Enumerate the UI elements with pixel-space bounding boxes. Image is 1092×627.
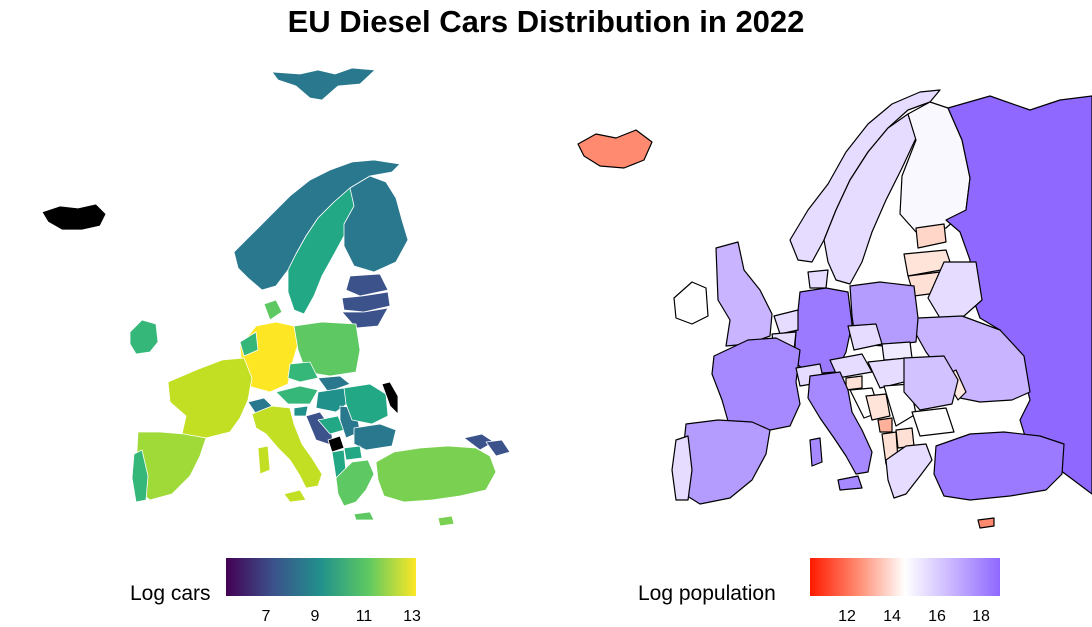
legend-tick-population: 12	[838, 608, 856, 625]
sardinia-pop	[809, 437, 823, 467]
greece	[335, 459, 375, 507]
italy-pop	[807, 371, 873, 475]
croatia	[305, 411, 335, 447]
portugal-pop	[671, 435, 693, 501]
estonia-pop	[915, 223, 947, 249]
italy	[251, 405, 323, 489]
cyprus	[437, 515, 455, 527]
legend-tick-cars: 11	[355, 608, 373, 625]
cyprus-pop	[977, 517, 995, 529]
romania	[343, 383, 389, 425]
north-macedonia	[343, 445, 363, 461]
portugal	[131, 449, 149, 503]
legend-title-cars: Log cars	[130, 582, 211, 605]
legend-tick-population: 14	[883, 608, 901, 625]
ireland-pop	[673, 281, 709, 325]
legend-title-population: Log population	[638, 582, 776, 605]
azerbaijan	[485, 439, 511, 457]
czechia-pop	[847, 323, 883, 351]
chart-title: EU Diesel Cars Distribution in 2022	[287, 4, 805, 39]
slovakia	[317, 375, 351, 393]
iceland	[41, 203, 107, 231]
bosnia-pop	[865, 393, 891, 421]
turkey-pop	[933, 431, 1065, 501]
austria	[275, 385, 319, 405]
svalbard	[271, 67, 376, 101]
crete	[353, 511, 375, 521]
turkey	[375, 445, 497, 503]
legend-tick-cars: 13	[403, 608, 421, 625]
romania-pop	[903, 355, 959, 411]
estonia	[345, 273, 389, 297]
netherlands-pop	[773, 309, 799, 335]
slovenia-pop	[845, 375, 863, 391]
sicily-pop	[837, 475, 863, 491]
france-pop	[711, 337, 801, 433]
latvia	[341, 291, 391, 313]
moldova	[381, 381, 399, 415]
greece-pop	[885, 443, 933, 499]
finland	[343, 175, 409, 273]
france	[167, 357, 253, 439]
montenegro-pop	[877, 417, 893, 433]
legend-tick-cars: 9	[310, 608, 320, 625]
iceland-pop	[577, 129, 653, 169]
bulgaria-pop	[911, 407, 955, 437]
legend-colorbar-population	[810, 558, 1000, 596]
ukraine-pop	[915, 315, 1031, 403]
norway-pop	[789, 89, 941, 263]
czechia	[287, 361, 319, 383]
bulgaria	[353, 423, 397, 451]
sardinia	[257, 445, 271, 475]
denmark	[263, 299, 283, 321]
sicily	[283, 489, 307, 503]
legend-tick-cars: 7	[261, 608, 271, 625]
belarus-pop	[927, 261, 983, 319]
sweden-pop	[823, 113, 917, 285]
netherlands	[239, 331, 259, 357]
uk-pop	[715, 241, 773, 347]
legend-tick-population: 18	[972, 608, 990, 625]
denmark-pop	[807, 269, 829, 289]
spain-pop	[681, 419, 771, 505]
legend-colorbar-cars	[226, 558, 416, 596]
ireland	[129, 319, 159, 355]
legend-tick-population: 16	[928, 608, 946, 625]
